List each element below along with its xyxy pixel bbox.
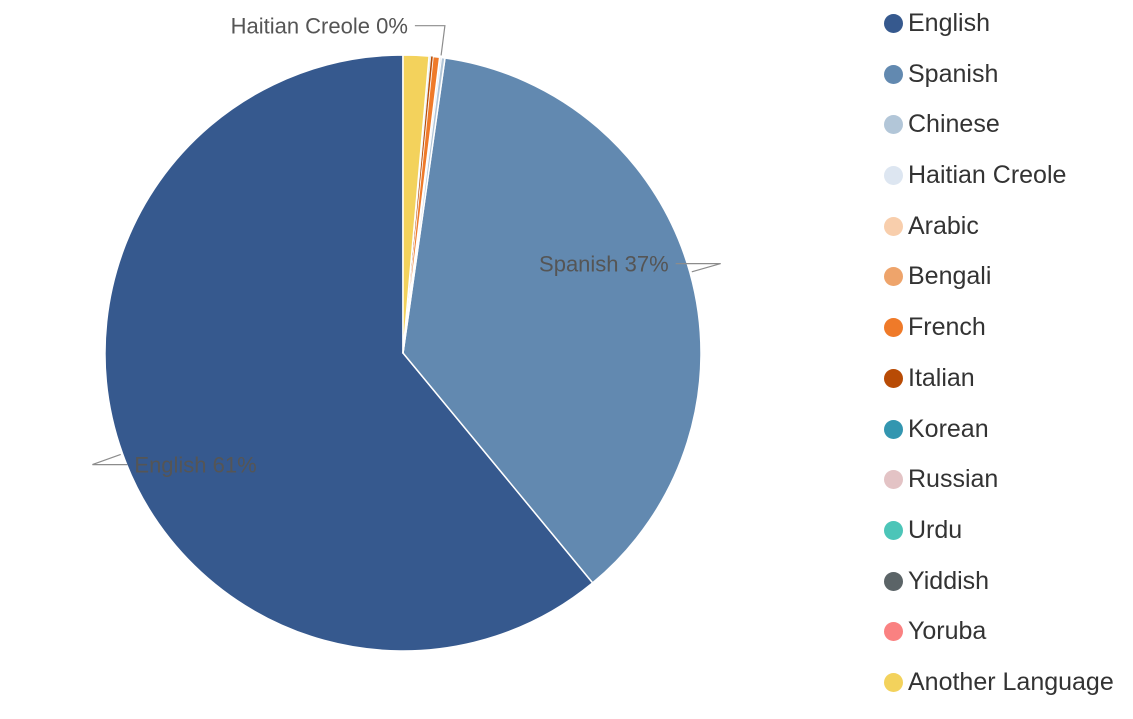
- legend-swatch-icon: [884, 115, 903, 135]
- legend-swatch-icon: [884, 64, 903, 84]
- leader-line-spanish: [675, 263, 721, 273]
- legend-item-russian[interactable]: Russian: [884, 465, 1114, 516]
- legend-item-yiddish[interactable]: Yiddish: [884, 567, 1114, 618]
- legend-label: Yoruba: [908, 617, 987, 646]
- leader-line-english: [92, 453, 128, 466]
- pie-slices: [104, 54, 702, 652]
- legend-label: Urdu: [908, 515, 963, 544]
- pie-chart: Haitian Creole 0% Spanish 37% English 61%: [92, 14, 721, 652]
- legend-label: Bengali: [908, 262, 992, 291]
- legend-swatch-icon: [884, 571, 903, 591]
- legend-swatch-icon: [884, 520, 903, 540]
- legend-label: Italian: [908, 363, 975, 392]
- legend-item-haitian-creole[interactable]: Haitian Creole: [884, 161, 1114, 212]
- legend-swatch-icon: [884, 368, 903, 388]
- legend-label: Another Language: [908, 667, 1114, 696]
- data-label-haitian-creole: Haitian Creole 0%: [231, 14, 408, 39]
- legend-swatch-icon: [884, 318, 903, 338]
- leader-line-haitian-creole: [414, 25, 446, 56]
- legend-label: Haitian Creole: [908, 161, 1067, 190]
- legend-item-chinese[interactable]: Chinese: [884, 110, 1114, 161]
- legend-item-english[interactable]: English: [884, 9, 1114, 60]
- legend-swatch-icon: [884, 672, 903, 692]
- legend-item-french[interactable]: French: [884, 313, 1114, 364]
- chart-legend: English Spanish Chinese Haitian Creole Arabi…: [884, 9, 1114, 719]
- legend-label: Chinese: [908, 110, 1000, 139]
- pie-slice-english[interactable]: [104, 54, 594, 652]
- legend-label: Korean: [908, 414, 989, 443]
- legend-item-arabic[interactable]: Arabic: [884, 212, 1114, 263]
- legend-swatch-icon: [884, 267, 903, 287]
- legend-swatch-icon: [884, 419, 903, 439]
- data-label-spanish: Spanish 37%: [539, 252, 669, 277]
- legend-item-bengali[interactable]: Bengali: [884, 262, 1114, 313]
- legend-label: French: [908, 313, 986, 342]
- data-label-english: English 61%: [134, 453, 256, 478]
- legend-item-korean[interactable]: Korean: [884, 415, 1114, 466]
- legend-label: Russian: [908, 465, 999, 494]
- legend-swatch-icon: [884, 622, 903, 642]
- legend-item-spanish[interactable]: Spanish: [884, 60, 1114, 111]
- legend-item-another-language[interactable]: Another Language: [884, 668, 1114, 719]
- legend-item-urdu[interactable]: Urdu: [884, 516, 1114, 567]
- legend-swatch-icon: [884, 14, 903, 33]
- legend-swatch-icon: [884, 216, 903, 236]
- pie-data-labels: Haitian Creole 0% Spanish 37% English 61%: [92, 14, 721, 478]
- legend-swatch-icon: [884, 166, 903, 186]
- pie-slice-another-language[interactable]: [402, 54, 430, 354]
- legend-label: English: [908, 9, 990, 37]
- legend-item-italian[interactable]: Italian: [884, 364, 1114, 415]
- legend-label: Arabic: [908, 211, 979, 240]
- legend-swatch-icon: [884, 470, 903, 490]
- pie-slice-spanish[interactable]: [402, 57, 702, 584]
- legend-label: Spanish: [908, 59, 999, 88]
- legend-item-yoruba[interactable]: Yoruba: [884, 617, 1114, 668]
- legend-label: Yiddish: [908, 566, 990, 595]
